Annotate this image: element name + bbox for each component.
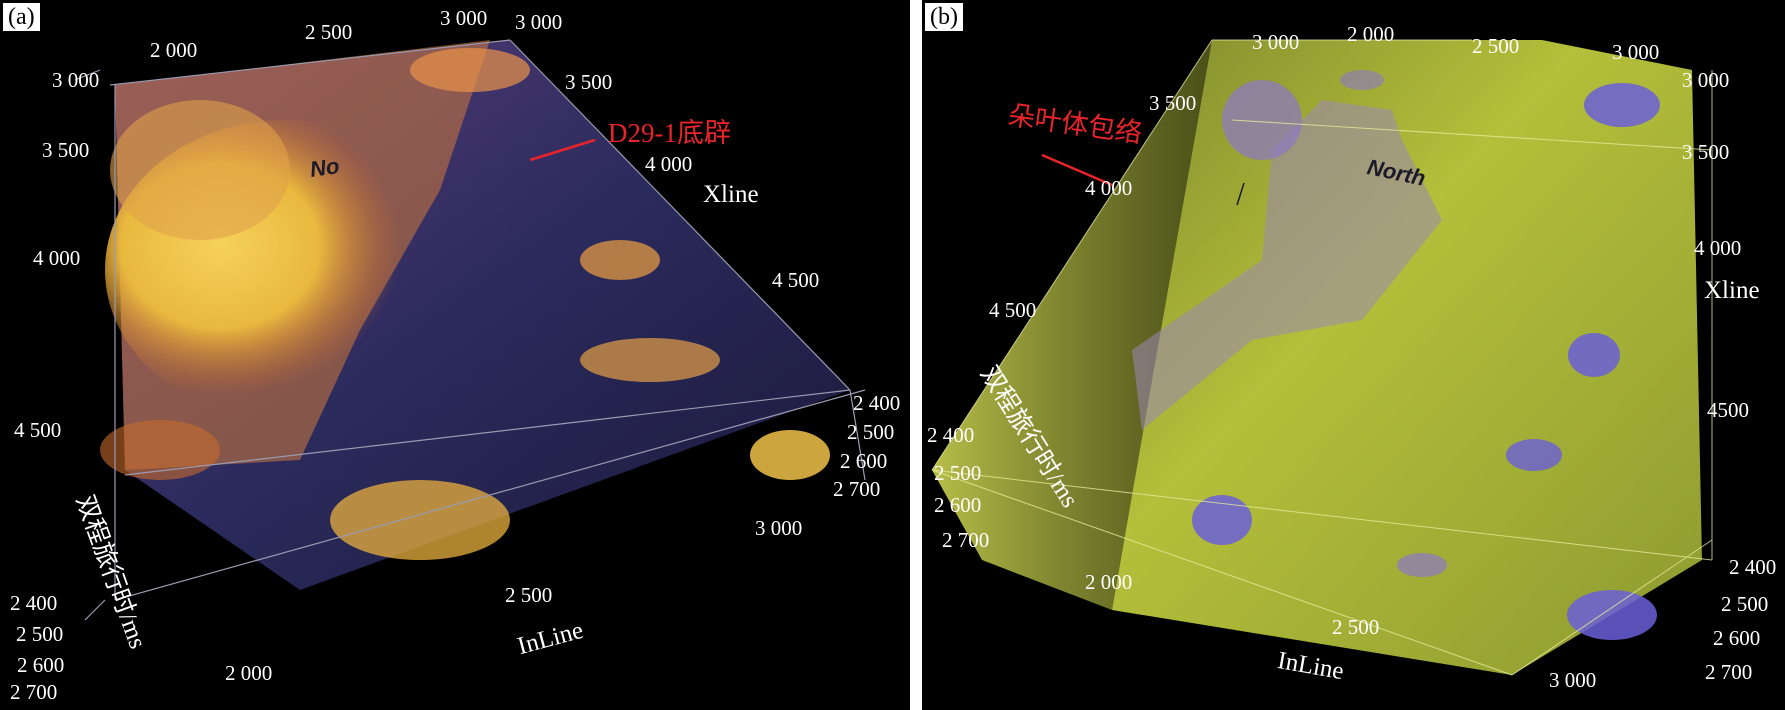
- panel-b-top-face: [1112, 40, 1702, 675]
- panel-a-patch: [110, 100, 290, 240]
- panel-a-volume-render: [74, 39, 866, 621]
- top-tick: 2 000: [1347, 22, 1395, 46]
- panel-b-side-wall: [932, 40, 1212, 610]
- panel-a-patch: [580, 338, 720, 382]
- top-tick: 3 000: [1252, 30, 1300, 54]
- left-tick: 3 500: [42, 138, 90, 162]
- left-tick: 4 000: [1085, 176, 1133, 200]
- panel-a-seismic-volume: (a) 2 000 2 500 3 000 3 000 3 500 4 000 …: [0, 0, 910, 710]
- xline-tick: 4 500: [772, 268, 820, 292]
- inline-tick: 3 000: [755, 516, 803, 540]
- top-tick: 2 500: [1472, 34, 1520, 58]
- xline-tick: 2 000: [150, 38, 198, 62]
- panel-a-callout-line: [529, 138, 596, 162]
- panel-b-callout-line: [1041, 153, 1113, 187]
- panel-a-patch: [580, 240, 660, 280]
- inline-tick: 2 000: [1085, 570, 1133, 594]
- panel-b-blue-patch: [1567, 590, 1657, 640]
- xline-tick: 3 500: [565, 70, 613, 94]
- panel-b-blue-patch: [1222, 80, 1302, 160]
- inline-tick: 2 500: [1332, 615, 1380, 639]
- xline-axis-title: Xline: [1704, 277, 1760, 304]
- right-tick: 3 000: [1682, 68, 1730, 92]
- time-tick-left: 2 700: [942, 528, 990, 552]
- panel-b-blue-patch: [1568, 333, 1620, 377]
- panel-b-blue-patch: [1584, 83, 1660, 127]
- top-tick: 3 000: [1612, 40, 1660, 64]
- time-tick-left: 2 500: [934, 461, 982, 485]
- panel-a-patch: [330, 480, 510, 560]
- panel-b-blue-patch: [1397, 553, 1447, 577]
- left-tick: 4 500: [989, 298, 1037, 322]
- left-tick: 3 000: [52, 68, 100, 92]
- time-tick-right: 2 700: [833, 477, 881, 501]
- left-tick: 4 000: [33, 246, 81, 270]
- panel-a-patch: [750, 430, 830, 480]
- xline-tick: 2 500: [305, 20, 353, 44]
- inline-tick: 3 000: [1549, 668, 1597, 692]
- time-tick-left: 2 700: [10, 680, 58, 704]
- right-tick: 3 500: [1682, 140, 1730, 164]
- panel-b-blue-patch: [1192, 495, 1252, 545]
- time-tick-right: 2 600: [1713, 626, 1761, 650]
- time-tick-right: 2 400: [1729, 555, 1777, 579]
- time-tick-right: 2 600: [840, 449, 888, 473]
- time-tick-right: 2 400: [853, 391, 901, 415]
- panel-b-blue-patch: [1506, 439, 1562, 471]
- panel-a-wireframe: [74, 39, 866, 621]
- inline-tick: 2 000: [225, 661, 273, 685]
- xline-tick: 3 000: [515, 10, 563, 34]
- time-tick-left: 2 400: [10, 591, 58, 615]
- panel-a-tag: (a): [2, 2, 41, 33]
- inline-tick: 2 500: [505, 583, 553, 607]
- left-tick: 3 500: [1149, 91, 1197, 115]
- right-tick: 4500: [1707, 398, 1749, 422]
- panel-a-patch: [100, 420, 220, 480]
- time-tick-left: 2 600: [17, 653, 65, 677]
- xline-tick: 3 000: [440, 6, 488, 30]
- xline-tick: 4 000: [645, 152, 693, 176]
- xline-axis-title: Xline: [703, 181, 759, 208]
- north-arrow-icon: [1236, 182, 1245, 206]
- time-tick-right: 2 700: [1705, 660, 1753, 684]
- right-tick: 4 000: [1694, 236, 1742, 260]
- panel-b-lobe-envelope: [1132, 100, 1442, 430]
- panel-b-tag: (b): [924, 2, 964, 33]
- time-tick-right: 2 500: [847, 420, 895, 444]
- panel-b-seismic-volume: (b) 3 000 2 000 2 500 3 000 3 500 4 000 …: [922, 0, 1785, 710]
- time-tick-left: 2 500: [16, 622, 64, 646]
- panel-b-blue-patch: [1340, 70, 1384, 90]
- north-arrow-label: No: [308, 153, 341, 182]
- time-tick-left: 2 600: [934, 493, 982, 517]
- time-tick-left: 2 400: [927, 423, 975, 447]
- time-tick-right: 2 500: [1721, 592, 1769, 616]
- panel-b-volume-render: [931, 39, 1713, 676]
- left-tick: 4 500: [14, 418, 62, 442]
- panel-a-patch: [410, 48, 530, 92]
- panel-b-wireframe: [931, 39, 1713, 676]
- diapir-callout: D29-1底辟: [608, 118, 731, 148]
